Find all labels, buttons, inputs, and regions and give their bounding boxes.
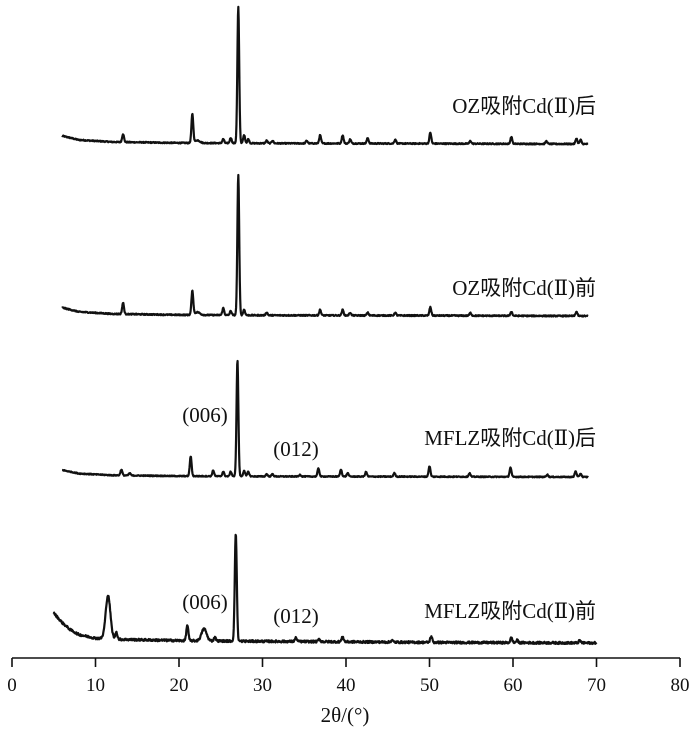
series-label-mflz-after: MFLZ吸附Cd(Ⅱ)后 — [424, 426, 596, 450]
x-tick-label-40: 40 — [337, 675, 356, 696]
series-line-1 — [61, 173, 589, 318]
x-tick-label-10: 10 — [86, 675, 105, 696]
series-line-2 — [61, 359, 589, 479]
annotation-012-mflz-before: (012) — [273, 604, 319, 628]
series-line-3 — [52, 533, 598, 646]
x-tick-label-60: 60 — [504, 675, 523, 696]
series-label-mflz-before: MFLZ吸附Cd(Ⅱ)前 — [424, 599, 596, 623]
x-tick-label-30: 30 — [253, 675, 272, 696]
series-line-0 — [61, 5, 589, 146]
plot-area — [52, 5, 598, 646]
annotation-006-mflz-before: (006) — [182, 590, 228, 614]
series-labels: OZ吸附Cd(Ⅱ)后 OZ吸附Cd(Ⅱ)前 MFLZ吸附Cd(Ⅱ)后 MFLZ吸… — [424, 94, 596, 623]
x-axis-ticks: 0 10 20 30 40 50 60 70 80 — [7, 658, 690, 696]
x-tick-label-80: 80 — [671, 675, 690, 696]
annotation-012-mflz-after: (012) — [273, 437, 319, 461]
x-tick-label-50: 50 — [420, 675, 439, 696]
peak-annotations: (006) (012) (006) (012) — [182, 403, 319, 628]
x-tick-label-0: 0 — [7, 675, 17, 696]
x-tick-label-20: 20 — [170, 675, 189, 696]
x-axis-title: 2θ/(°) — [321, 703, 370, 727]
series-label-oz-after: OZ吸附Cd(Ⅱ)后 — [452, 94, 596, 118]
series-label-oz-before: OZ吸附Cd(Ⅱ)前 — [452, 276, 596, 300]
x-tick-label-70: 70 — [587, 675, 606, 696]
annotation-006-mflz-after: (006) — [182, 403, 228, 427]
